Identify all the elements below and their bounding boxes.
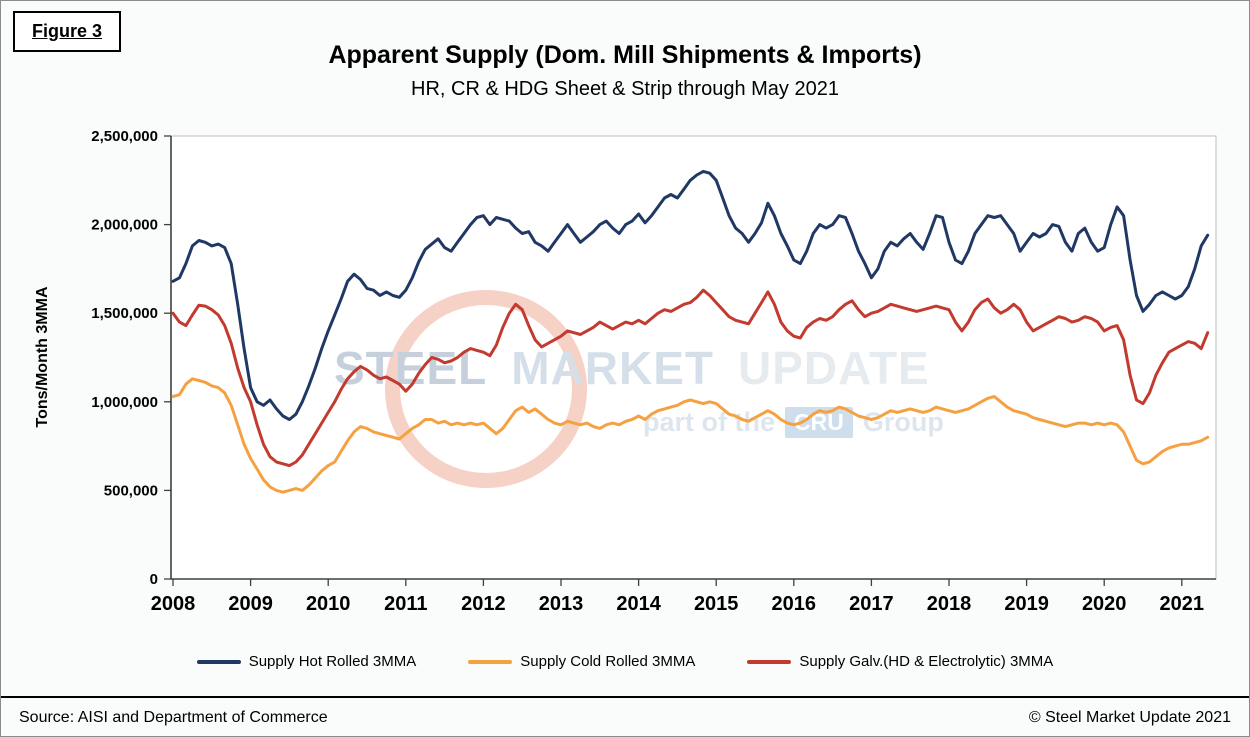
x-tick-label: 2012: [461, 593, 506, 615]
x-tick-label: 2020: [1082, 593, 1127, 615]
x-tick-label: 2011: [384, 593, 427, 615]
legend-label-cold-rolled: Supply Cold Rolled 3MMA: [520, 653, 696, 670]
footer: Source: AISI and Department of Commerce …: [1, 696, 1249, 736]
y-tick-label: 1,000,000: [91, 394, 158, 411]
plot-border: [170, 135, 1217, 580]
legend-label-galvanized: Supply Galv.(HD & Electrolytic) 3MMA: [799, 653, 1054, 670]
series-line-hot-rolled: [171, 169, 1210, 421]
figure-label-box: Figure 3: [13, 11, 122, 52]
y-tick-label: 500,000: [104, 482, 158, 499]
y-tick-label: 2,500,000: [91, 128, 158, 145]
source-note: Source: AISI and Department of Commerce: [19, 709, 328, 726]
chart-subtitle: HR, CR & HDG Sheet & Strip through May 2…: [411, 78, 839, 100]
x-tick-label: 2018: [927, 593, 972, 615]
chart-title: Apparent Supply (Dom. Mill Shipments & I…: [328, 41, 922, 69]
x-tick-label: 2015: [694, 593, 739, 615]
legend-swatch-hot-rolled: [196, 659, 241, 664]
legend-label-hot-rolled: Supply Hot Rolled 3MMA: [248, 653, 417, 670]
plot-area-background: [171, 136, 1216, 579]
x-tick-label: 2016: [772, 593, 817, 615]
figure-label: Figure 3: [32, 21, 103, 41]
x-tick-label: 2019: [1004, 593, 1049, 615]
legend-swatch-galvanized: [747, 659, 792, 664]
x-tick-label: 2010: [306, 593, 351, 615]
y-tick-label: 1,500,000: [91, 305, 158, 322]
x-tick-label: 2009: [228, 593, 273, 615]
copyright-note: © Steel Market Update 2021: [1028, 709, 1231, 726]
x-tick-label: 2014: [616, 593, 661, 615]
legend-item-cold-rolled: Supply Cold Rolled 3MMA: [468, 653, 695, 670]
y-tick-label: 0: [150, 571, 158, 588]
x-tick-label: 2021: [1160, 593, 1205, 615]
legend: Supply Hot Rolled 3MMA Supply Cold Rolled…: [1, 653, 1249, 670]
x-tick-label: 2013: [539, 593, 584, 615]
series-line-galvanized: [171, 288, 1210, 468]
y-tick-label: 2,000,000: [91, 217, 158, 234]
x-tick-label: 2008: [151, 593, 196, 615]
legend-item-hot-rolled: Supply Hot Rolled 3MMA: [196, 653, 417, 670]
series-line-cold-rolled: [171, 377, 1210, 494]
legend-item-galvanized: Supply Galv.(HD & Electrolytic) 3MMA: [747, 653, 1053, 670]
x-tick-label: 2017: [849, 593, 894, 615]
legend-swatch-cold-rolled: [468, 659, 513, 664]
